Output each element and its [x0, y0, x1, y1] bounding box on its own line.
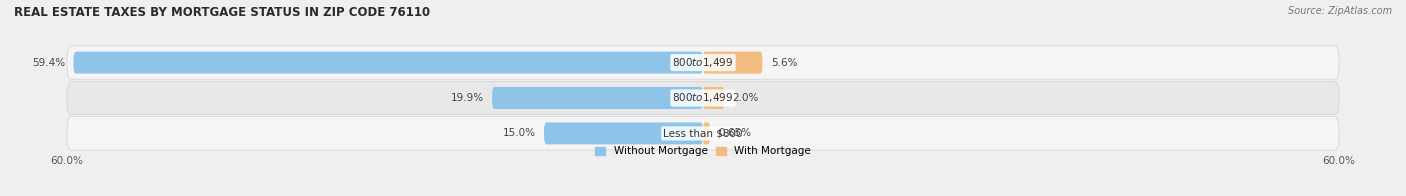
FancyBboxPatch shape	[703, 87, 724, 109]
Text: 19.9%: 19.9%	[450, 93, 484, 103]
FancyBboxPatch shape	[67, 46, 1339, 79]
Text: $800 to $1,499: $800 to $1,499	[672, 56, 734, 69]
Text: 2.0%: 2.0%	[733, 93, 759, 103]
Text: Source: ZipAtlas.com: Source: ZipAtlas.com	[1288, 6, 1392, 16]
Text: 15.0%: 15.0%	[502, 128, 536, 138]
FancyBboxPatch shape	[492, 87, 703, 109]
Text: Less than $800: Less than $800	[664, 128, 742, 138]
FancyBboxPatch shape	[73, 52, 703, 74]
Text: 5.6%: 5.6%	[770, 58, 797, 68]
Text: $800 to $1,499: $800 to $1,499	[672, 92, 734, 104]
Text: 0.65%: 0.65%	[718, 128, 751, 138]
Text: 59.4%: 59.4%	[32, 58, 65, 68]
FancyBboxPatch shape	[67, 117, 1339, 150]
Text: REAL ESTATE TAXES BY MORTGAGE STATUS IN ZIP CODE 76110: REAL ESTATE TAXES BY MORTGAGE STATUS IN …	[14, 6, 430, 19]
FancyBboxPatch shape	[703, 52, 762, 74]
FancyBboxPatch shape	[544, 122, 703, 144]
FancyBboxPatch shape	[67, 81, 1339, 115]
FancyBboxPatch shape	[703, 122, 710, 144]
Legend: Without Mortgage, With Mortgage: Without Mortgage, With Mortgage	[595, 146, 811, 156]
